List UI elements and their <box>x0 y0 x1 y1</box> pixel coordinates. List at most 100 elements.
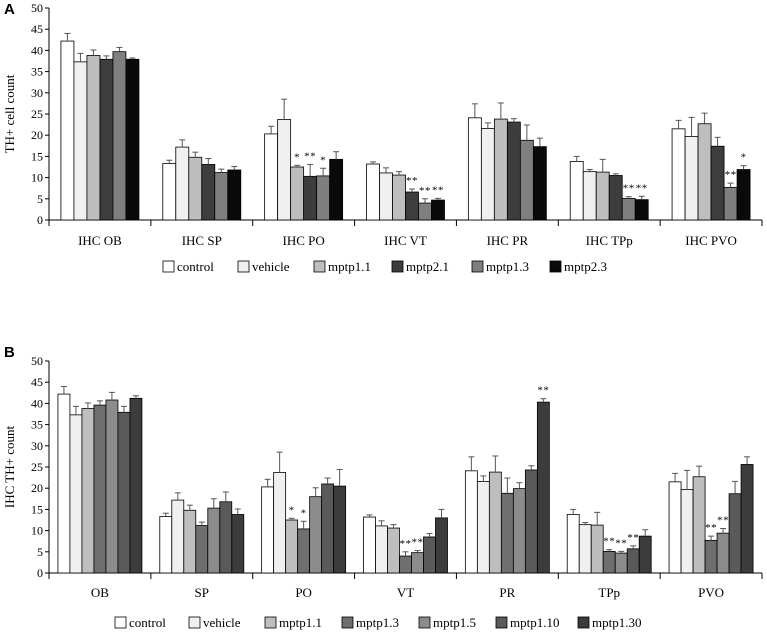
significance-label: ** <box>627 532 639 544</box>
bar <box>488 471 502 574</box>
bar <box>569 161 584 221</box>
bar <box>333 485 347 574</box>
significance-label: ** <box>636 182 648 194</box>
x-tick-label: IHC TPp <box>586 233 633 248</box>
y-tick-label: 50 <box>31 354 43 368</box>
bar <box>277 119 292 221</box>
bar <box>418 202 432 221</box>
bar <box>493 118 508 221</box>
bar <box>464 470 478 574</box>
bar <box>467 117 482 221</box>
significance-label: ** <box>406 175 418 187</box>
significance-label: * <box>294 151 300 163</box>
legend-swatch <box>162 260 175 273</box>
bar <box>728 493 742 574</box>
x-tick-label: SP <box>195 585 209 600</box>
bar <box>207 507 221 574</box>
y-axis-label: IHC TH+ count <box>2 426 17 509</box>
y-tick-label: 50 <box>31 1 43 15</box>
significance-label: ** <box>725 169 737 181</box>
bar <box>60 40 75 221</box>
bar <box>321 483 335 574</box>
significance-label: ** <box>412 537 424 549</box>
bar <box>697 123 712 221</box>
legend-swatch <box>418 616 431 629</box>
y-tick-label: 35 <box>31 418 43 432</box>
bar <box>638 535 652 574</box>
legend-label: mptp1.1 <box>328 259 371 274</box>
bar <box>704 539 718 574</box>
bar <box>69 414 83 574</box>
bar <box>290 166 305 221</box>
y-tick-label: 35 <box>31 65 43 79</box>
bar <box>201 164 216 221</box>
bar <box>175 146 190 221</box>
y-tick-label: 0 <box>37 566 43 580</box>
bar <box>582 171 597 221</box>
y-tick-label: 10 <box>31 524 43 538</box>
chart-panel-b: B IHC TH+ count 0 5 10 15 20 25 30 35 40 45 50 OB SP PO… <box>2 344 763 630</box>
x-tick-label: OB <box>91 585 109 600</box>
bar <box>129 397 143 574</box>
bar <box>81 408 95 574</box>
x-tick-label: IHC SP <box>182 233 222 248</box>
bar <box>316 175 331 221</box>
legend-label: mptp1.10 <box>510 615 559 630</box>
bar <box>578 524 592 574</box>
bar <box>159 516 173 574</box>
legend-swatch <box>313 260 326 273</box>
bar <box>532 146 547 221</box>
chart-panel-a: A TH+ cell count 0 5 10 15 20 25 30 35 40 45 50 IHC O… <box>2 1 763 274</box>
bar <box>736 169 751 221</box>
bar <box>231 514 245 574</box>
bar <box>93 404 107 574</box>
bar <box>405 191 419 221</box>
bar <box>621 197 636 221</box>
bar <box>214 172 229 221</box>
bar <box>112 51 127 221</box>
x-tick-label: IHC PO <box>283 233 325 248</box>
bar <box>723 186 738 221</box>
bar <box>392 174 406 221</box>
significance-label: * <box>301 507 307 519</box>
bar <box>476 481 490 574</box>
bar <box>671 128 686 221</box>
significance-label: ** <box>419 185 431 197</box>
bar <box>86 55 101 221</box>
bar <box>519 139 534 221</box>
bar <box>261 486 275 574</box>
legend-label: mptp1.1 <box>279 615 322 630</box>
legend-swatch <box>549 260 562 273</box>
legend-swatch <box>188 616 201 629</box>
legend-swatch <box>391 260 404 273</box>
legend-label: control <box>129 615 166 630</box>
bar <box>506 121 521 221</box>
bar <box>57 393 71 574</box>
bar <box>710 145 725 221</box>
legend-label: vehicle <box>252 259 290 274</box>
bar <box>680 489 694 574</box>
legend-swatch <box>114 616 127 629</box>
bar <box>536 401 550 574</box>
bar <box>329 158 344 221</box>
legend-label: vehicle <box>203 615 241 630</box>
legend-swatch <box>264 616 277 629</box>
y-tick-label: 0 <box>37 213 43 227</box>
significance-label: ** <box>705 522 717 534</box>
y-tick-label: 15 <box>31 502 43 516</box>
x-tick-label: PR <box>499 585 515 600</box>
significance-label: ** <box>432 184 444 196</box>
bar <box>99 58 114 221</box>
y-tick-label: 10 <box>31 171 43 185</box>
bar <box>309 496 323 574</box>
bar <box>188 156 203 221</box>
bar <box>195 525 209 574</box>
bar <box>614 552 628 574</box>
legend-label: mptp2.1 <box>406 259 449 274</box>
legend-swatch <box>341 616 354 629</box>
significance-label: ** <box>603 536 615 548</box>
bar <box>162 163 177 221</box>
y-tick-label: 40 <box>31 43 43 57</box>
bar <box>435 517 448 574</box>
